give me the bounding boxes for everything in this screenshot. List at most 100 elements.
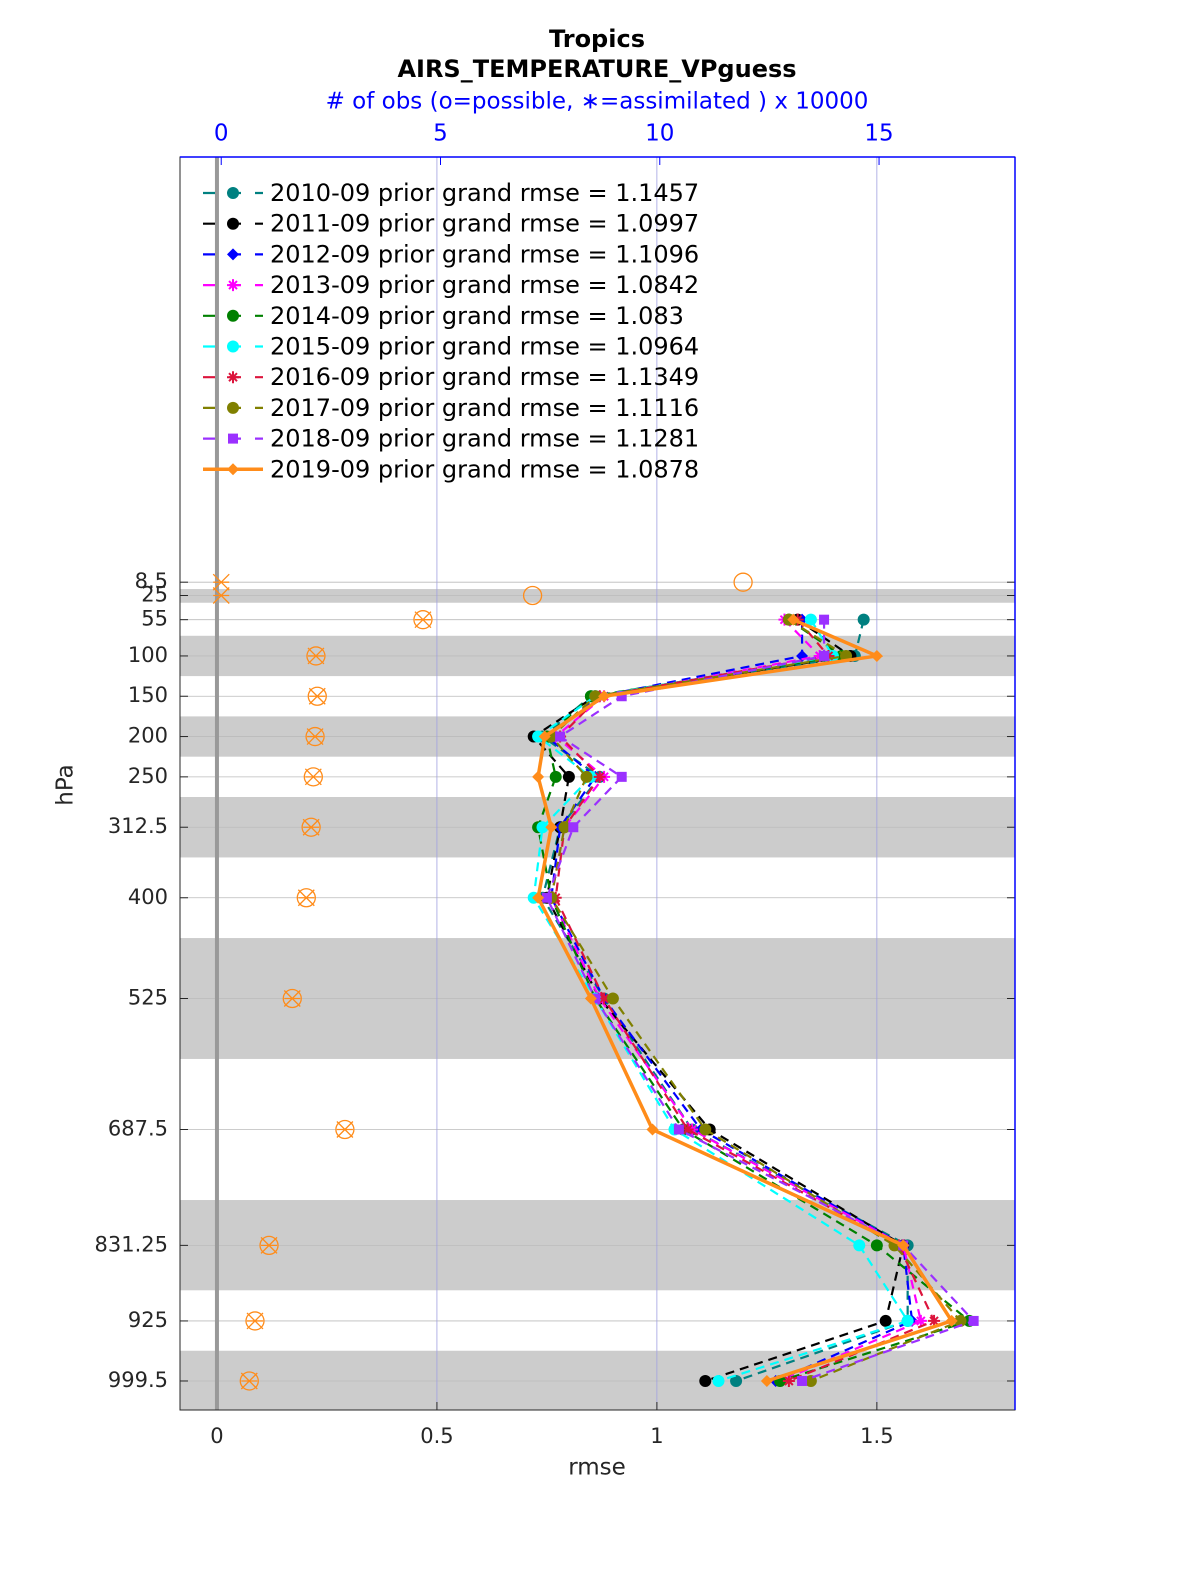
marker-shape (555, 731, 566, 742)
marker-shape (532, 730, 545, 743)
marker (914, 1314, 927, 1327)
marker-shape (562, 770, 575, 783)
marker-shape (673, 1124, 684, 1135)
legend-entry: 2010-09 prior grand rmse = 1.1457 (203, 179, 699, 207)
marker (532, 891, 545, 904)
marker-shape (879, 1314, 892, 1327)
marker-shape (712, 1374, 725, 1387)
marker-shape (901, 1314, 914, 1327)
marker-shape (227, 279, 239, 292)
legend-label: 2015-09 prior grand rmse = 1.0964 (270, 333, 699, 361)
marker (598, 690, 611, 703)
legend-label: 2018-09 prior grand rmse = 1.1281 (270, 425, 699, 453)
marker-shape (699, 1374, 712, 1387)
marker (879, 1314, 892, 1327)
obs-possible (239, 1371, 259, 1391)
marker-shape (593, 770, 606, 783)
chart-subtitle: AIRS_TEMPERATURE_VPguess (397, 55, 796, 83)
marker (760, 1374, 773, 1387)
marker-shape (227, 309, 239, 322)
marker (227, 401, 239, 414)
y-tick-label: 925 (128, 1308, 168, 1332)
marker (699, 1123, 712, 1136)
marker-shape (227, 340, 239, 353)
marker (673, 1124, 684, 1135)
obs-assimilated (260, 1236, 278, 1254)
legend-label: 2011-09 prior grand rmse = 1.0997 (270, 210, 699, 238)
level-band (180, 1350, 1015, 1410)
legend-label: 2014-09 prior grand rmse = 1.083 (270, 302, 684, 330)
legend-entry: 2014-09 prior grand rmse = 1.083 (203, 302, 684, 330)
marker-shape (787, 613, 800, 626)
obs-assimilated (308, 687, 326, 705)
marker (730, 1374, 743, 1387)
marker (870, 649, 883, 662)
marker (681, 1123, 694, 1136)
marker-shape (568, 822, 579, 833)
obs-assimilated (336, 1121, 354, 1138)
marker-shape (760, 1374, 773, 1387)
marker (857, 613, 870, 626)
marker-shape (968, 1315, 979, 1326)
obs-assimilated (240, 1372, 258, 1390)
obs-assimilated (302, 818, 320, 836)
marker-shape (853, 1239, 866, 1252)
obs-assimilated (212, 573, 230, 591)
marker-shape (545, 821, 558, 834)
marker-shape (228, 433, 238, 444)
marker (532, 730, 545, 743)
legend-entry: 2017-09 prior grand rmse = 1.1116 (203, 394, 699, 422)
marker (227, 248, 239, 261)
marker-shape (532, 770, 545, 783)
marker-shape (914, 1314, 927, 1327)
marker (606, 992, 619, 1005)
marker-shape (699, 1123, 712, 1136)
marker (562, 770, 575, 783)
obs-assimilated (307, 647, 325, 665)
y-tick-label: 831.25 (95, 1232, 168, 1256)
series-line (536, 618, 955, 1383)
series-line (545, 619, 914, 1382)
y-tick-label: 999.5 (108, 1368, 168, 1392)
marker (227, 309, 239, 322)
marker-shape (897, 1239, 910, 1252)
obs-possible (413, 610, 433, 630)
marker (227, 463, 239, 476)
marker (797, 1375, 808, 1386)
marker (227, 187, 239, 199)
marker-shape (541, 892, 552, 903)
y-tick-label: 150 (128, 683, 168, 707)
y-tick-label: 400 (128, 885, 168, 909)
marker-shape (857, 613, 870, 626)
y-tick-label: 312.5 (108, 814, 168, 838)
marker-shape (782, 1374, 795, 1387)
marker (853, 1239, 866, 1252)
marker-shape (584, 992, 597, 1005)
marker (897, 1239, 910, 1252)
obs-assimilated (246, 1312, 264, 1330)
marker-shape (227, 401, 239, 414)
legend-label: 2016-09 prior grand rmse = 1.1349 (270, 363, 699, 391)
legend-entry: 2015-09 prior grand rmse = 1.0964 (203, 333, 699, 361)
marker (555, 731, 566, 742)
obs-possible (303, 767, 323, 787)
x-axis-label: rmse (568, 1455, 626, 1481)
marker (901, 1314, 914, 1327)
y-tick-label: 200 (128, 724, 168, 748)
obs-assimilated (297, 889, 315, 907)
y-tick-label: 687.5 (108, 1116, 168, 1140)
marker-shape (646, 1123, 659, 1136)
legend-label: 2012-09 prior grand rmse = 1.1096 (270, 240, 699, 268)
marker-shape (819, 650, 830, 661)
marker (804, 613, 817, 626)
marker (580, 770, 593, 783)
marker (558, 821, 571, 834)
marker-shape (580, 770, 593, 783)
marker-shape (730, 1374, 743, 1387)
marker-shape (598, 690, 611, 703)
x-tick-label: 0 (210, 1424, 223, 1448)
legend-label: 2019-09 prior grand rmse = 1.0878 (270, 455, 699, 483)
marker (954, 1314, 967, 1327)
legend-entry: 2016-09 prior grand rmse = 1.1349 (203, 363, 699, 391)
